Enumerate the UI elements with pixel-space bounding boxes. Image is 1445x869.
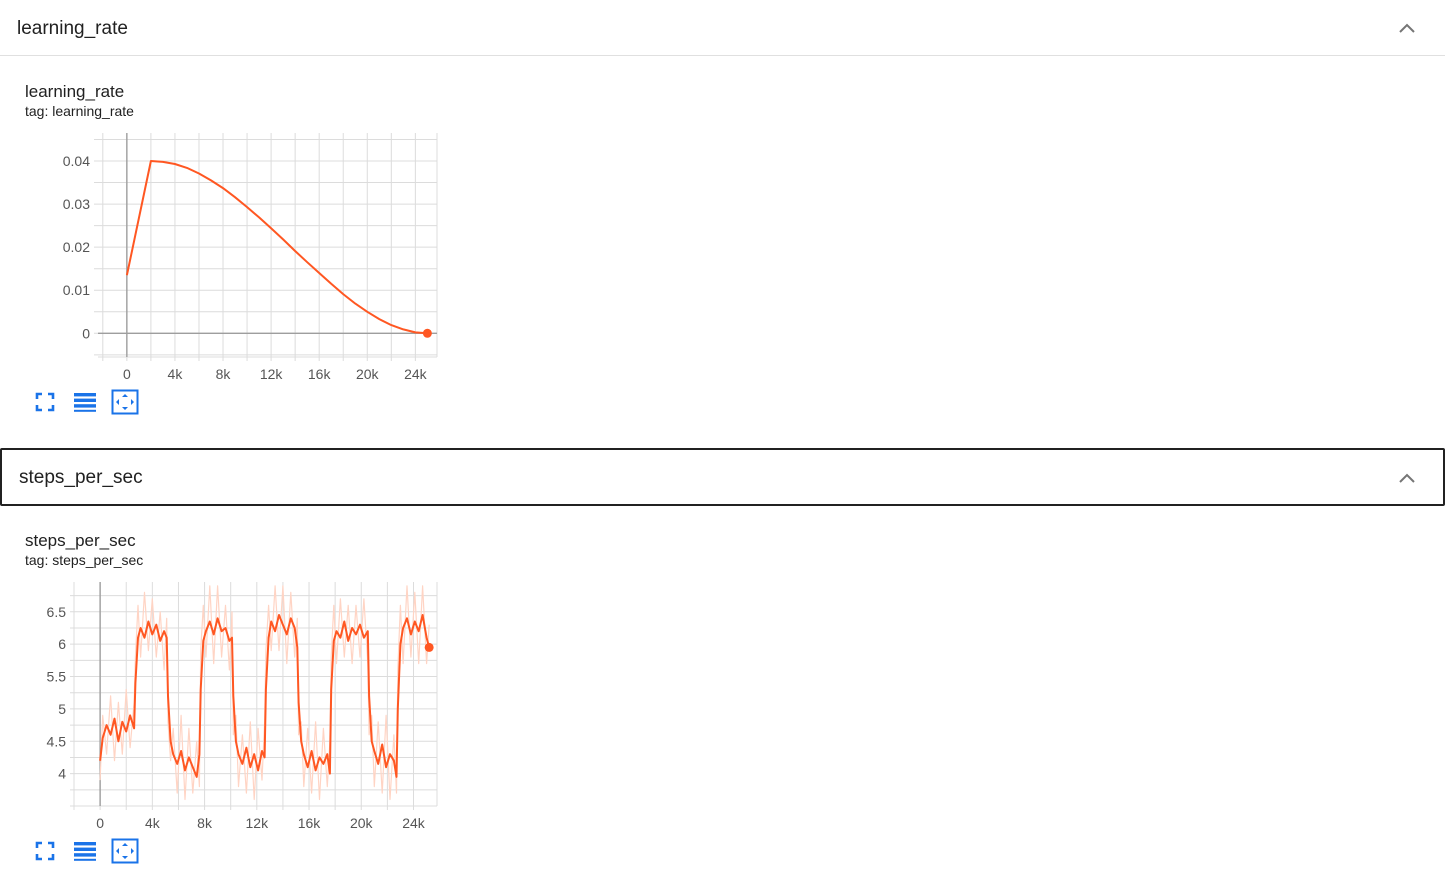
- x-tick-label: 24k: [402, 815, 426, 831]
- fit-domain-button[interactable]: [111, 389, 139, 415]
- card-title: steps_per_sec: [25, 531, 136, 550]
- y-tick-label: 0.03: [63, 196, 90, 212]
- x-tick-label: 0: [123, 366, 131, 382]
- x-tick-label: 12k: [260, 366, 284, 382]
- card-tag: tag: steps_per_sec: [25, 552, 144, 568]
- card-title: learning_rate: [25, 82, 125, 101]
- series-line: [125, 160, 428, 335]
- x-tick-label: 16k: [298, 815, 322, 831]
- y-tick-label: 0.02: [63, 239, 90, 255]
- data-table-icon: [74, 842, 96, 861]
- data-table-button[interactable]: [73, 839, 97, 863]
- x-tick-label: 12k: [246, 815, 270, 831]
- y-tick-label: 0: [82, 325, 90, 341]
- data-table-button[interactable]: [73, 390, 97, 414]
- y-tick-label: 6: [58, 636, 66, 652]
- data-table-icon: [74, 393, 96, 412]
- x-tick-label: 4k: [168, 366, 184, 382]
- y-tick-label: 6.5: [47, 604, 67, 620]
- y-tick-label: 0.04: [63, 153, 90, 169]
- learning-rate-chart[interactable]: 0 4k 8k 12k 16k 20k 24k 0 0.01 0.02 0.03 0.04: [0, 125, 450, 385]
- fullscreen-button[interactable]: [33, 839, 57, 863]
- series-line: [99, 614, 431, 778]
- x-tick-label: 0: [96, 815, 104, 831]
- y-tick-label: 4.5: [47, 733, 67, 749]
- x-tick-label: 8k: [216, 366, 232, 382]
- y-tick-label: 4: [58, 766, 66, 782]
- section-header-learning-rate[interactable]: learning_rate: [0, 0, 1445, 56]
- x-tick-label: 24k: [404, 366, 428, 382]
- series-end-point: [424, 642, 434, 652]
- x-tick-label: 16k: [308, 366, 332, 382]
- y-tick-label: 0.01: [63, 282, 90, 298]
- fullscreen-icon: [35, 841, 55, 861]
- section-title: learning_rate: [17, 18, 128, 39]
- fit-domain-icon: [111, 838, 139, 864]
- steps-per-sec-chart[interactable]: 0 4k 8k 12k 16k 20k 24k 4 4.5 5 5.5 6 6.5: [0, 574, 450, 834]
- x-tick-label: 20k: [356, 366, 380, 382]
- y-tick-label: 5.5: [47, 669, 67, 685]
- section-title: steps_per_sec: [19, 467, 143, 488]
- fit-domain-icon: [111, 389, 139, 415]
- fit-domain-button[interactable]: [111, 838, 139, 864]
- x-tick-label: 20k: [350, 815, 374, 831]
- fullscreen-icon: [35, 392, 55, 412]
- section-header-steps-per-sec[interactable]: steps_per_sec: [0, 448, 1445, 506]
- card-tag: tag: learning_rate: [25, 103, 134, 119]
- chevron-up-icon[interactable]: [1398, 22, 1416, 34]
- grid: [94, 133, 438, 361]
- series-end-point: [422, 328, 432, 338]
- y-tick-label: 5: [58, 701, 66, 717]
- x-tick-label: 4k: [145, 815, 161, 831]
- x-tick-label: 8k: [197, 815, 213, 831]
- chevron-up-icon[interactable]: [1398, 472, 1416, 484]
- fullscreen-button[interactable]: [33, 390, 57, 414]
